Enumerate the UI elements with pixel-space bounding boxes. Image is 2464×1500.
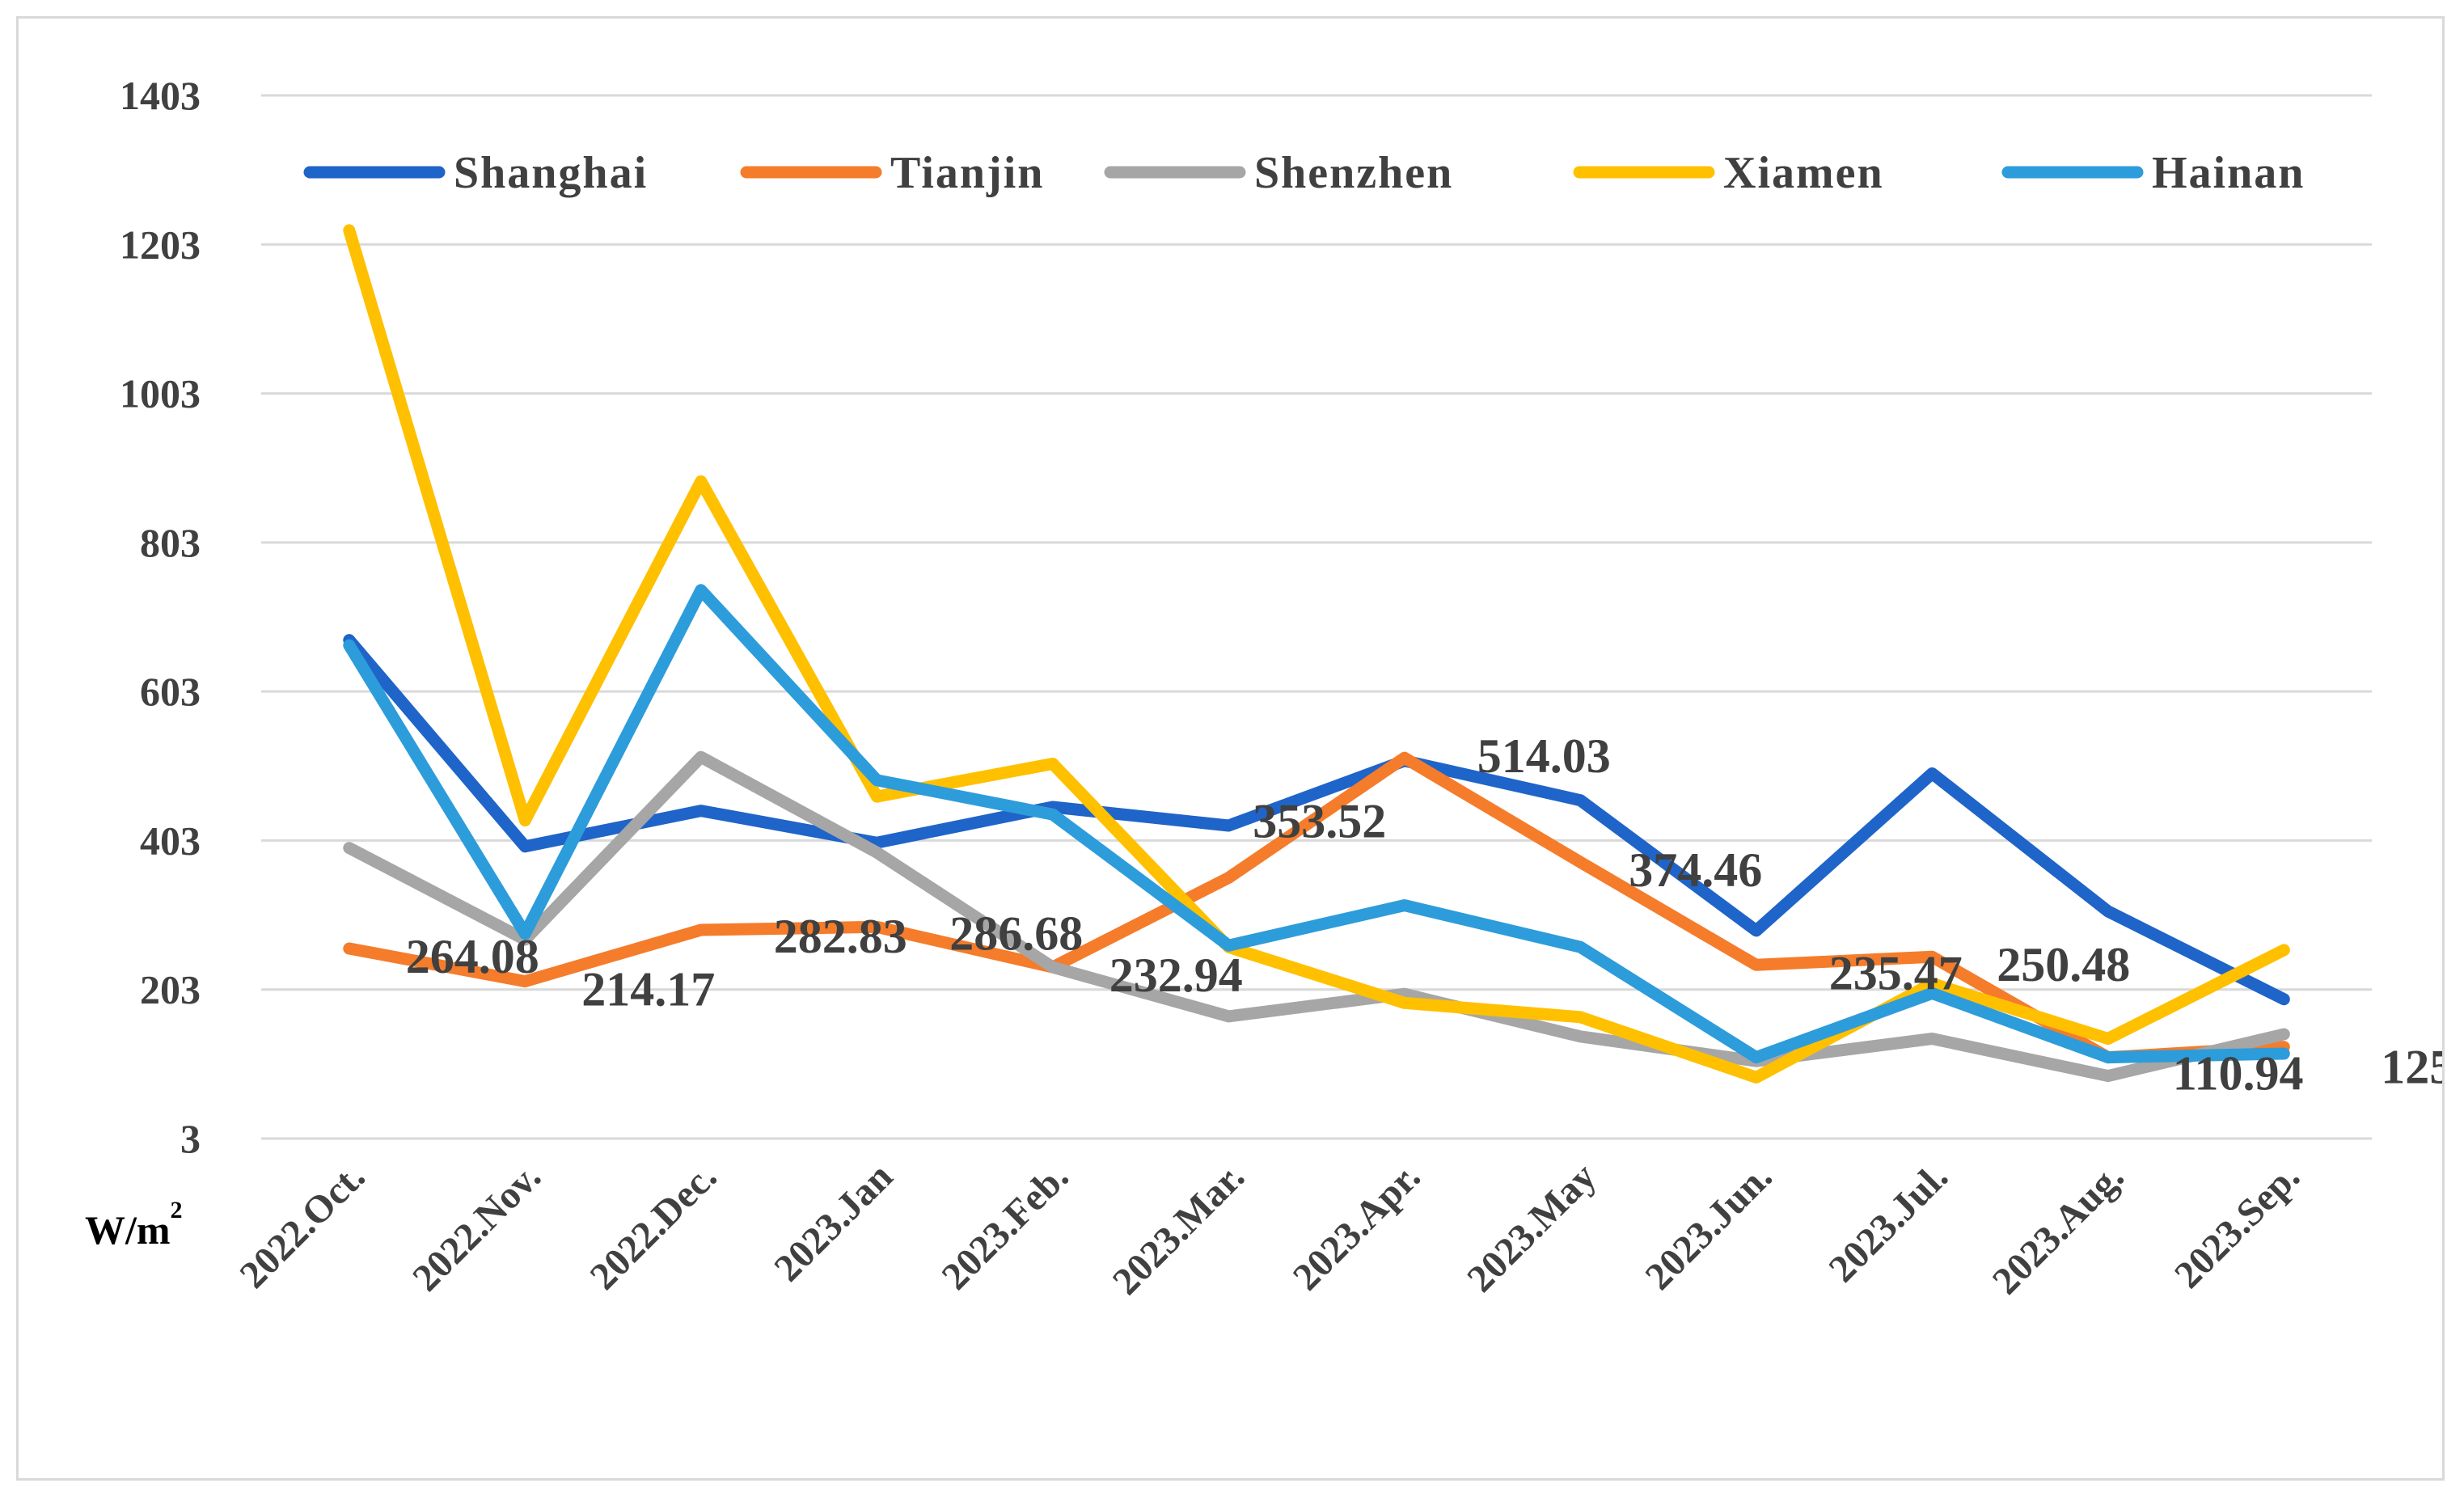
legend-label: Tianjin — [890, 148, 1044, 198]
data-label: 110.94 — [2173, 1047, 2304, 1101]
data-label: 250.48 — [1997, 938, 2130, 991]
legend-label: Shanghai — [454, 148, 648, 198]
series-lines — [343, 224, 2290, 1084]
data-label: 214.17 — [581, 963, 715, 1016]
y-tick-label: 3 — [180, 1116, 201, 1161]
y-axis: 3 203 403 603 803 1003 1203 1403 — [120, 73, 201, 1161]
data-label: 264.08 — [406, 930, 539, 983]
x-tick-label: 2023.Feb. — [934, 1155, 1077, 1298]
x-tick-label: 2023.Mar. — [1105, 1155, 1253, 1303]
chart-frame: 3 203 403 603 803 1003 1203 1403 2022.Oct. 2022.… — [16, 16, 2464, 1481]
y-tick-label: 1003 — [120, 371, 201, 416]
series-line-shenzhen — [343, 750, 2290, 1083]
x-tick-label: 2022.Oct. — [231, 1155, 373, 1296]
y-tick-label: 1203 — [120, 222, 201, 267]
data-label: 286.68 — [949, 906, 1083, 960]
x-tick-label: 2022.Dec. — [582, 1155, 725, 1298]
data-label: 282.83 — [774, 910, 907, 963]
x-tick-label: 2023.Apr. — [1285, 1155, 1429, 1299]
x-tick-label: 2023.Aug. — [1984, 1155, 2132, 1303]
x-tick-label: 2023.Jun. — [1637, 1155, 1780, 1298]
data-label: 235.47 — [1829, 946, 1963, 999]
series-line-tianjin — [343, 751, 2290, 1064]
data-label: 514.03 — [1477, 729, 1611, 783]
legend-label: Hainan — [2152, 148, 2305, 198]
y-tick-label: 603 — [140, 669, 201, 714]
y-tick-label: 1403 — [120, 73, 201, 118]
legend-label: Shenzhen — [1254, 148, 1453, 198]
data-label: 125.84 — [2381, 1041, 2442, 1094]
y-unit-label: W/m2 — [85, 1197, 183, 1253]
x-tick-label: 2023.Jan — [766, 1155, 901, 1290]
x-tick-label: 2022.Nov. — [404, 1155, 549, 1299]
data-label: 232.94 — [1109, 949, 1243, 1002]
legend-label: Xiamen — [1723, 148, 1884, 198]
x-tick-label: 2023.May — [1459, 1155, 1604, 1300]
y-tick-label: 203 — [140, 967, 201, 1012]
data-label: 353.52 — [1253, 795, 1386, 848]
series-line-hainan — [343, 584, 2290, 1064]
data-labels: 264.08 214.17 282.83 286.68 232.94 353.52 514.… — [406, 729, 2464, 1101]
legend: Shanghai Tianjin Shenzhen Xiamen Hainan — [303, 148, 2305, 198]
y-tick-label: 803 — [140, 520, 201, 565]
data-label: 374.46 — [1629, 843, 1762, 897]
y-tick-label: 403 — [140, 818, 201, 863]
series-line-shanghai — [343, 634, 2290, 1006]
series-line-xiamen — [343, 224, 2290, 1084]
x-axis: 2022.Oct. 2022.Nov. 2022.Dec. 2023.Jan 2023.… — [231, 1155, 2308, 1303]
x-tick-label: 2023.Sep. — [2166, 1155, 2308, 1296]
x-tick-label: 2023.Jul. — [1820, 1155, 1956, 1291]
